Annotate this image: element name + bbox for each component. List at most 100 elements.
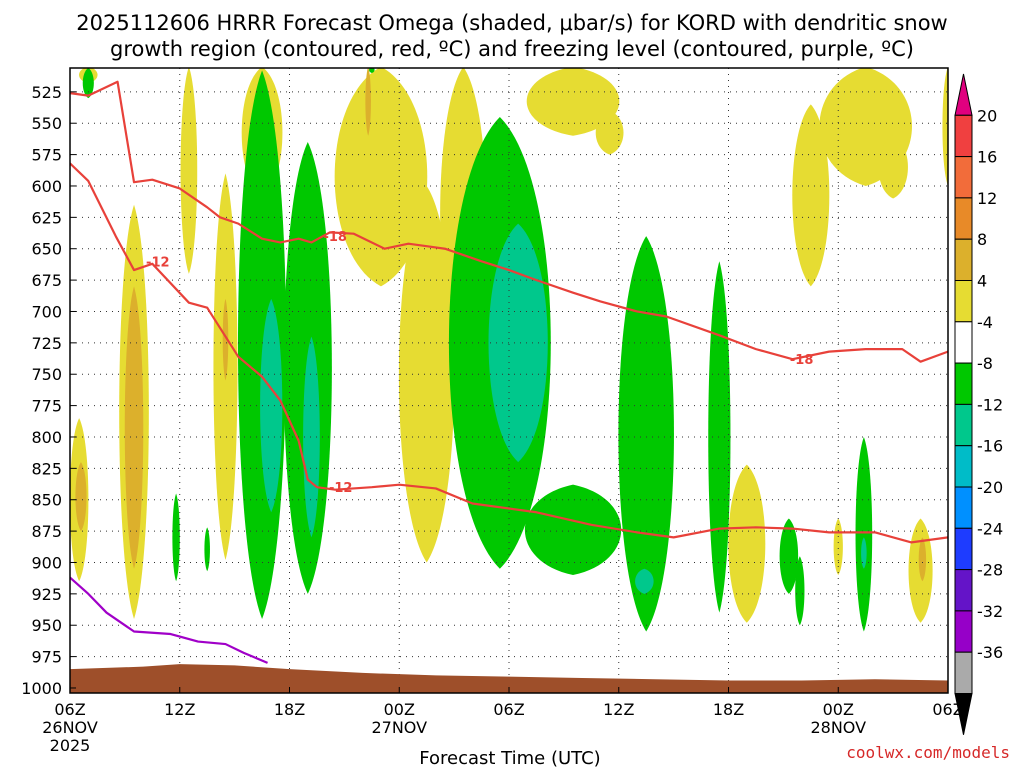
colorbar-bin-5: [954, 280, 973, 323]
credit-link[interactable]: coolwx.com/models: [846, 743, 1010, 762]
y-tick-label-800: 800: [31, 428, 62, 447]
colorbar-bin-12: [954, 569, 973, 612]
contour-label-dendritic-lower: -12: [329, 481, 353, 496]
x-tick-label-0: 06Z: [54, 700, 85, 719]
colorbar-bin-8: [954, 403, 973, 447]
y-tick-label-850: 850: [31, 491, 62, 510]
omega-blob-level-4-5: [180, 68, 198, 274]
colorbar-label-16: 16: [977, 148, 997, 167]
contour-line-dendritic-lower: [70, 162, 948, 544]
omega-blob-level-m4-2: [204, 527, 210, 572]
colorbar-label-4: 4: [977, 272, 987, 291]
x-tick-label-2: 18Z: [274, 700, 305, 719]
omega-blob-level-m4-12: [855, 436, 873, 632]
colorbar-label-m36: -36: [977, 643, 1003, 662]
y-tick-label-675: 675: [31, 271, 62, 290]
colorbar-top-arrow: [954, 73, 973, 116]
colorbar-label-m32: -32: [977, 602, 1003, 621]
terrain-layer: [70, 664, 948, 693]
colorbar-label-m8: -8: [977, 354, 993, 373]
omega-blob-level-4-15: [942, 68, 948, 186]
omega-blob-level-4-7: [334, 68, 428, 287]
colorbar-bin-3: [954, 197, 973, 240]
omega-blob-level-4-11: [595, 110, 624, 155]
colorbar-bin-1: [954, 114, 973, 158]
colorbar-label-m20: -20: [977, 478, 1003, 497]
omega-blob-level-m8-3: [635, 568, 654, 594]
omega-blob-level-8-2: [222, 298, 229, 381]
colorbar-bin-10: [954, 486, 973, 529]
y-tick-label-600: 600: [31, 177, 62, 196]
x-tick-label-1: 12Z: [164, 700, 195, 719]
y-tick-label-825: 825: [31, 459, 62, 478]
colorbar-bin-9: [954, 445, 973, 488]
y-tick-label-975: 975: [31, 648, 62, 667]
y-tick-label-625: 625: [31, 208, 62, 227]
omega-blob-level-m8-2: [488, 223, 548, 463]
y-tick-label-550: 550: [31, 114, 62, 133]
colorbar-bin-4: [954, 238, 973, 281]
x-tick-date-0: 26NOV: [42, 718, 98, 737]
colorbar-label-m24: -24: [977, 519, 1003, 538]
terrain-fill: [70, 664, 948, 693]
omega-blob-level-m4-9: [708, 261, 731, 613]
omega-blob-level-m4-5: [369, 68, 375, 74]
contour-label-dendritic-lower: -12: [146, 255, 170, 270]
omega-blob-level-8-3: [365, 68, 371, 136]
y-tick-label-650: 650: [31, 240, 62, 259]
x-tick-label-6: 18Z: [713, 700, 744, 719]
colorbar-bin-11: [954, 527, 973, 571]
colorbar-label-20: 20: [977, 106, 997, 125]
colorbar-label-m4: -4: [977, 313, 993, 332]
omega-blob-level-4-13: [792, 104, 830, 287]
colorbar-bottom-arrow: [954, 693, 973, 735]
colorbar-label-m16: -16: [977, 437, 1003, 456]
x-tick-label-4: 06Z: [493, 700, 524, 719]
y-tick-label-900: 900: [31, 553, 62, 572]
x-axis-title: Forecast Time (UTC): [419, 748, 600, 768]
x-tick-label-3: 00Z: [384, 700, 415, 719]
omega-blob-level-m4-7: [524, 484, 622, 576]
x-tick-date-3: 27NOV: [371, 718, 427, 737]
colorbar-label-m28: -28: [977, 561, 1003, 580]
colorbar-bin-7: [954, 362, 973, 405]
y-tick-label-775: 775: [31, 397, 62, 416]
colorbar-label-12: 12: [977, 189, 997, 208]
omega-blob-level-4-10: [526, 68, 620, 136]
omega-blob-level-4-14: [878, 135, 908, 199]
chart-title-line-1: 2025112606 HRRR Forecast Omega (shaded, …: [76, 11, 947, 35]
omega-blob-level-m4-1: [172, 493, 180, 582]
y-tick-label-700: 700: [31, 302, 62, 321]
y-tick-label-950: 950: [31, 616, 62, 635]
omega-blob-level-m8-0: [260, 298, 283, 513]
colorbar-bin-14: [954, 651, 973, 695]
colorbar: 20 16 12 8 4 -4 -8 -12 -16 -20 -24 -28 -32 -36: [954, 73, 1003, 735]
omega-shading-layer: [70, 68, 948, 632]
y-tick-label-725: 725: [31, 334, 62, 353]
colorbar-bin-2: [954, 156, 973, 199]
x-tick-label-7: 00Z: [823, 700, 854, 719]
y-tick-label-875: 875: [31, 522, 62, 541]
omega-blob-level-4-16: [728, 464, 766, 623]
x-tick-year-0: 2025: [50, 736, 91, 755]
colorbar-label-m12: -12: [977, 395, 1003, 414]
contour-line-freezing-level: [70, 576, 268, 664]
omega-blob-level-m4-0: [82, 68, 94, 99]
y-tick-label-750: 750: [31, 365, 62, 384]
omega-blob-level-m8-4: [861, 537, 867, 569]
contour-layer: -18 -18 -12 -12: [70, 80, 948, 664]
pressure-axis: 525 550 575 600 625 650 675 700 725 750 775 800 825 8…: [21, 83, 76, 698]
omega-blob-level-m4-10: [779, 518, 799, 594]
omega-blob-level-m4-11: [795, 556, 805, 626]
contour-label-dendritic-upper: -18: [323, 230, 347, 245]
contour-line-dendritic-upper: [70, 80, 948, 363]
y-tick-label-575: 575: [31, 146, 62, 165]
y-tick-label-525: 525: [31, 83, 62, 102]
colorbar-bin-6: [954, 321, 973, 364]
x-tick-label-5: 12Z: [603, 700, 634, 719]
colorbar-bin-13: [954, 610, 973, 653]
omega-blob-level-8-4: [918, 537, 927, 582]
omega-blob-level-8-0: [75, 462, 87, 532]
